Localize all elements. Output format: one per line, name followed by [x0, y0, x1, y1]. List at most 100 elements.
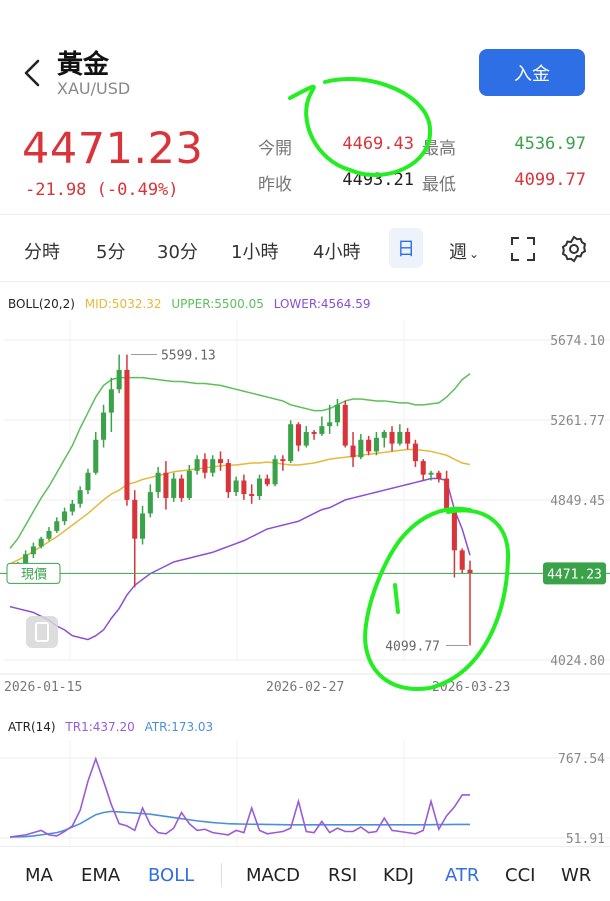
current-price-badge-text: 4471.23: [547, 567, 602, 582]
candle-body: [397, 431, 403, 444]
y-tick-label: 4849.45: [550, 494, 605, 509]
candle-body: [217, 459, 224, 464]
prev-close-label: 昨收: [258, 175, 292, 195]
atr-max-label: 767.54: [558, 752, 605, 767]
candle-body: [233, 480, 239, 493]
tab-indicator-wr[interactable]: WR: [561, 865, 592, 886]
tab-indicator-ema[interactable]: EMA: [81, 865, 121, 886]
y-tick-label: 5261.77: [550, 414, 605, 429]
candle-body: [194, 459, 200, 471]
candle-body: [405, 431, 411, 444]
candle-body: [428, 472, 434, 475]
divider: [0, 281, 610, 282]
candle-body: [101, 412, 107, 440]
fullscreen-icon[interactable]: [510, 236, 536, 266]
tab-indicator-atr[interactable]: ATR: [445, 865, 480, 886]
tab-timeframe-4h[interactable]: 4小時: [313, 242, 361, 263]
tab-timeframe-30m[interactable]: 30分: [157, 242, 198, 263]
atr-tr1: TR1:437.20: [65, 720, 135, 734]
candle-body: [327, 422, 333, 427]
candle-body: [249, 494, 255, 497]
high-label: 最高: [422, 139, 456, 159]
boll-bands: [9, 373, 471, 641]
current-price-tag: [6, 562, 61, 584]
candle-body: [256, 478, 263, 497]
candle-body: [467, 569, 473, 574]
candle-body: [46, 530, 52, 539]
low-value: 4099.77: [514, 170, 586, 190]
candle-body: [62, 511, 68, 522]
candle-body: [319, 426, 325, 434]
candle-body: [38, 538, 44, 547]
x-tick-label: 2026-02-27: [266, 680, 344, 695]
candle-body: [155, 472, 161, 493]
indicator-bar: MA EMA BOLL MACD RSI KDJ ATR CCI WR: [0, 846, 610, 901]
min-price-label: 4099.77: [385, 639, 440, 654]
candle-body: [295, 424, 302, 446]
candle-body: [147, 492, 153, 514]
candle-body: [311, 431, 317, 434]
atr-legend: ATR(14) TR1:437.20 ATR:173.03: [8, 720, 213, 734]
deposit-button[interactable]: 入金: [479, 49, 585, 96]
atr-value: ATR:173.03: [144, 720, 214, 734]
chart-labels: 5599.13 4099.77 現價 4471.23: [0, 349, 610, 654]
candle-body: [412, 443, 418, 462]
candle-body: [381, 431, 387, 438]
tab-indicator-macd[interactable]: MACD: [246, 865, 300, 886]
candle-body: [108, 389, 114, 413]
current-price-badge: [543, 562, 606, 585]
x-tick-label: 2026-01-15: [4, 680, 82, 695]
atr-line: [9, 810, 470, 838]
tab-indicator-cci[interactable]: CCI: [505, 865, 536, 886]
candle-body: [358, 439, 364, 458]
boll-name: BOLL(20,2): [8, 297, 75, 311]
current-price: 4471.23: [22, 124, 204, 174]
candle-body: [124, 369, 130, 500]
high-value: 4536.97: [514, 134, 586, 154]
tab-indicator-ma[interactable]: MA: [25, 865, 53, 886]
tab-timeframe-1h[interactable]: 1小時: [231, 242, 279, 263]
boll-lower-line: [9, 477, 471, 641]
candle-body: [264, 478, 270, 485]
price-chart[interactable]: 5674.10 5261.77 4849.45 4024.80 2026-01-15 20…: [0, 320, 610, 700]
tab-timeframe-1[interactable]: 分時: [24, 242, 60, 263]
tab-timeframe-day[interactable]: 日: [389, 228, 423, 268]
candle-body: [444, 478, 450, 510]
max-price-label: 5599.13: [161, 349, 216, 364]
tab-timeframe-week[interactable]: 週 ⌄: [449, 238, 479, 264]
candle-body: [241, 480, 247, 495]
open-value: 4469.43: [342, 134, 414, 154]
boll-mid-line: [9, 448, 471, 565]
symbol-subtitle: XAU/USD: [57, 79, 131, 98]
prev-close-value: 4493.21: [342, 170, 414, 190]
tab-indicator-boll[interactable]: BOLL: [148, 865, 195, 886]
atr-chart[interactable]: 767.54 51.91: [0, 740, 610, 846]
phone-icon[interactable]: [26, 616, 58, 648]
candle-body: [163, 472, 169, 498]
atr-grid: 767.54 51.91: [0, 740, 610, 846]
candle-body: [303, 431, 309, 446]
candle-body: [389, 431, 395, 444]
tab-indicator-kdj[interactable]: KDJ: [383, 865, 414, 886]
candle-body: [171, 478, 177, 498]
tab-indicator-rsi[interactable]: RSI: [328, 865, 358, 886]
atr-lines: [9, 756, 470, 838]
chevron-down-icon: ⌄: [469, 247, 480, 261]
candle-body: [451, 509, 457, 551]
divider: [221, 863, 222, 887]
tab-timeframe-5m[interactable]: 5分: [96, 242, 126, 263]
candle-body: [178, 478, 185, 498]
boll-lower: LOWER:4564.59: [273, 297, 371, 311]
gear-icon[interactable]: [560, 235, 588, 267]
candle-body: [334, 404, 340, 423]
x-tick-label: 2026-03-23: [432, 680, 510, 695]
candle-body: [420, 461, 426, 475]
y-tick-label: 4024.80: [550, 654, 605, 669]
candle-body: [23, 554, 29, 564]
candle-body: [30, 546, 36, 555]
atr-min-label: 51.91: [566, 832, 605, 846]
back-arrow-icon[interactable]: [18, 58, 48, 88]
boll-upper-line: [9, 373, 471, 549]
candle-body: [202, 459, 208, 473]
boll-mid: MID:5032.32: [84, 297, 162, 311]
